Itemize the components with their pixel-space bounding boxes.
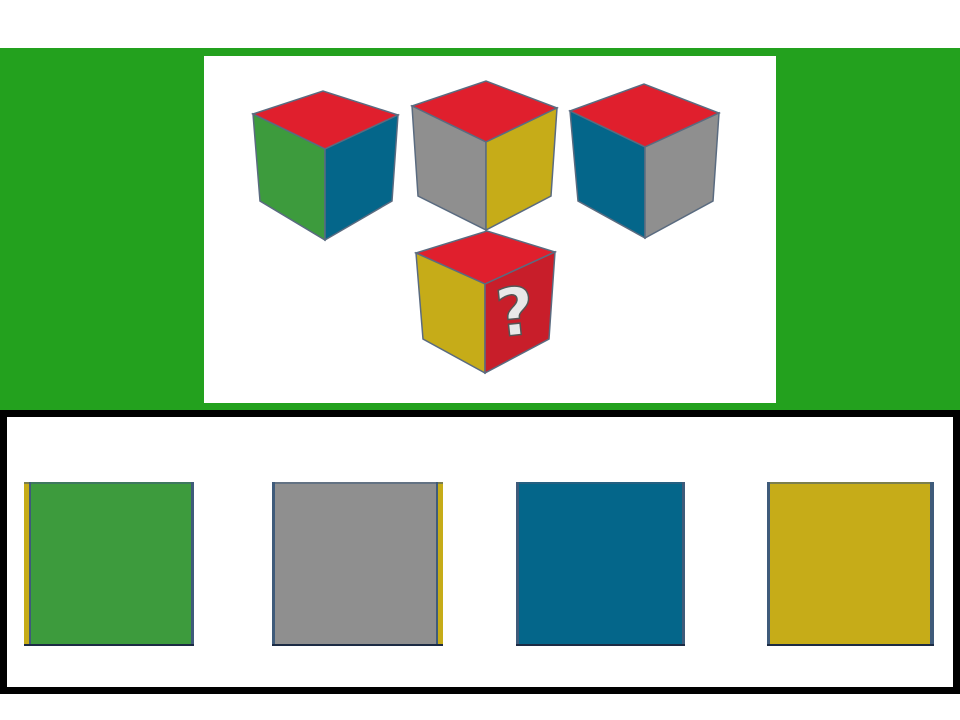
question-mark-icon: ? [492, 272, 538, 353]
cube-1 [251, 90, 401, 242]
answer-option-2-face [275, 482, 436, 644]
answer-option-3-face [519, 482, 682, 644]
answer-option-4[interactable] [767, 482, 934, 646]
cube-2 [410, 80, 559, 232]
cube-3 [568, 83, 721, 240]
cube-3-right-face [644, 111, 720, 240]
cube-2-right-face [485, 106, 558, 232]
question-cube-right-face [484, 250, 556, 375]
answer-option-1[interactable] [24, 482, 194, 646]
puzzle-cubes-figure: ? [251, 80, 721, 375]
answer-option-3[interactable] [516, 482, 685, 646]
question-cube: ? [413, 230, 558, 375]
answer-option-1-face [31, 482, 191, 644]
answer-option-4-face [770, 482, 930, 644]
puzzle-panel: ? [204, 56, 776, 403]
cube-1-right-face [324, 113, 399, 242]
answer-option-2[interactable] [272, 482, 443, 646]
